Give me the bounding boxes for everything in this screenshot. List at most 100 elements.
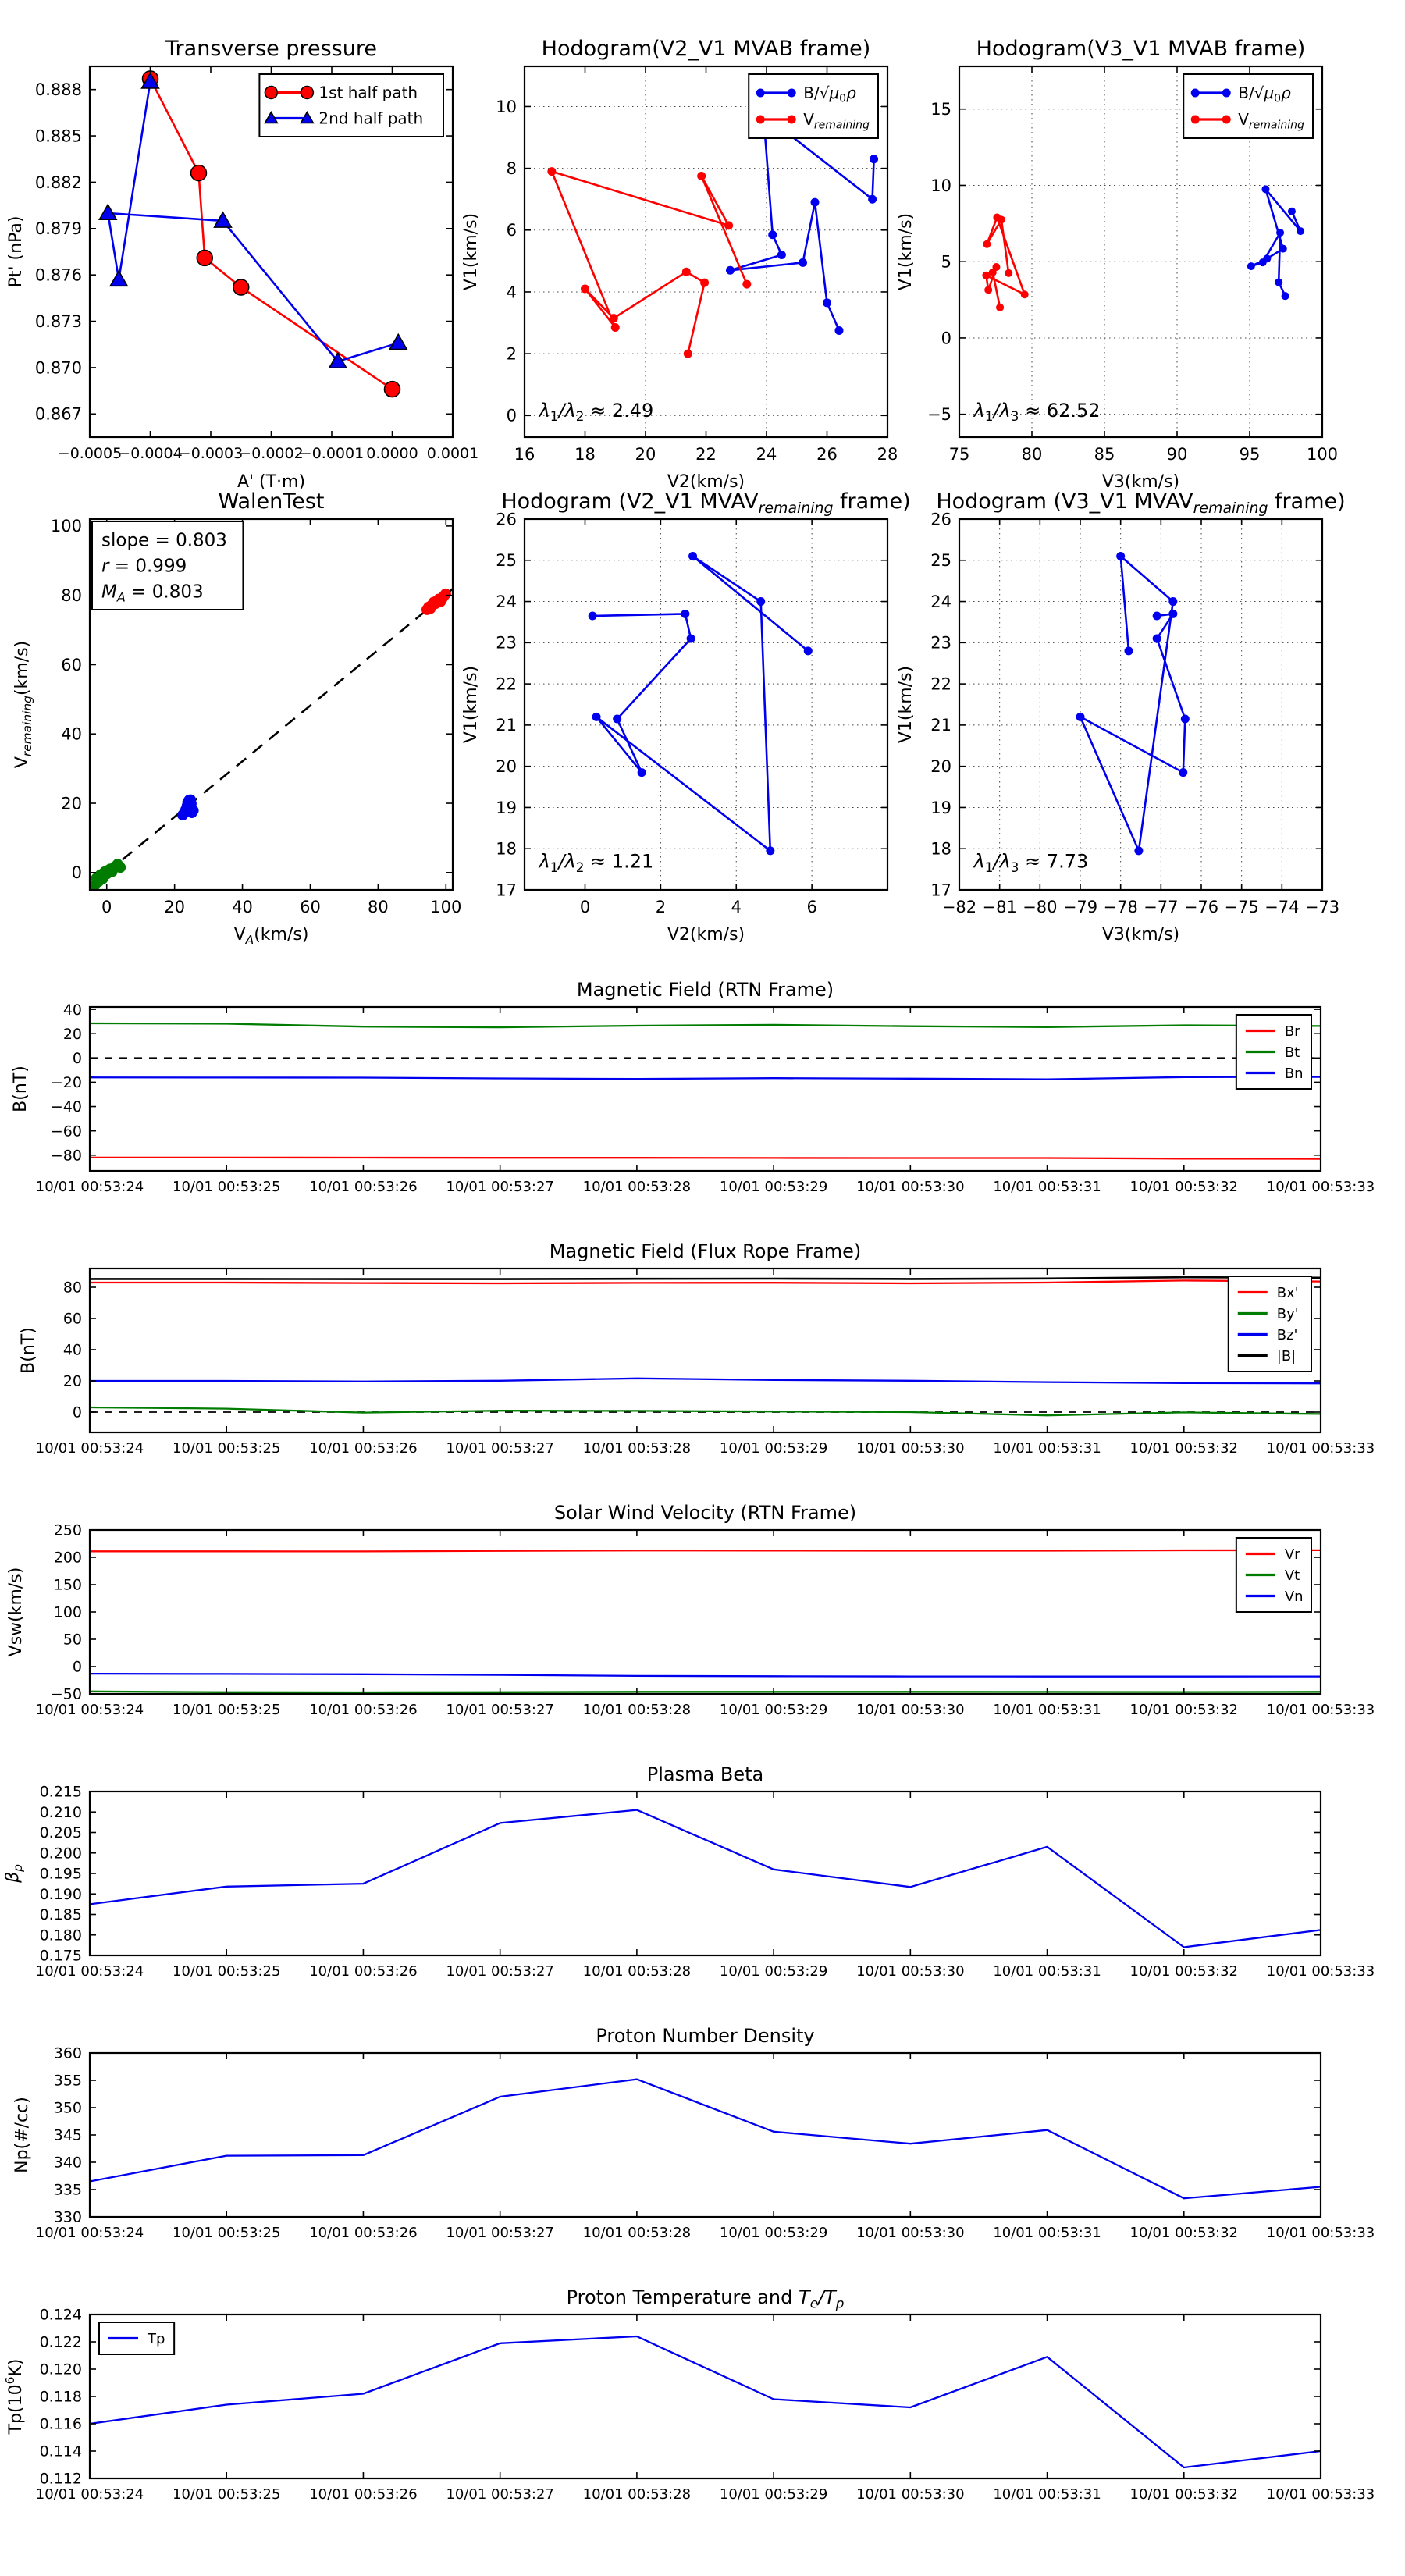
- x-tick-label: 10/01 00:53:24: [36, 2225, 144, 2241]
- y-tick-label: 40: [63, 1002, 82, 1019]
- x-tick-label: 95: [1240, 445, 1261, 464]
- transverse-pressure-xlabel: A' (T·m): [237, 472, 305, 492]
- magnetic-field-rtn-series-Br: [90, 1156, 1321, 1160]
- y-tick-label: 21: [930, 716, 951, 735]
- y-tick-label: 21: [496, 716, 517, 735]
- y-tick-label: 0.120: [40, 2361, 82, 2379]
- series-line: [550, 170, 748, 354]
- hodogram-v2v1-mvab: 16 18 20 22 24 26 280246810V2(km/s)V1(km/s)Hod…: [461, 37, 898, 492]
- marker-circle: [686, 634, 695, 643]
- walen-test-ylabel: Vremaining(km/s): [12, 641, 34, 768]
- y-tick-label: 80: [61, 586, 82, 605]
- hodogram-v3v1-mvav-title: Hodogram (V3_V1 MVAVremaining frame): [936, 489, 1345, 517]
- hodogram-v3v1-mvav-xlabel: V3(km/s): [1102, 925, 1179, 945]
- x-tick-label: 10/01 00:53:24: [36, 1440, 144, 1457]
- y-tick-label: 8: [507, 159, 517, 178]
- stats-box: [91, 521, 244, 610]
- y-tick-label: 19: [930, 799, 951, 817]
- magnetic-field-rtn-series-Bn: [89, 1076, 1321, 1080]
- x-tick-label: 10/01 00:53:31: [993, 1179, 1101, 1195]
- hodogram-v2v1-mvav: 0 2 4 617181920212223242526V2(km/s)V1(km/s)…: [461, 489, 911, 945]
- transverse-pressure-series-2nd half path: [98, 72, 408, 369]
- legend-frame: [1227, 1276, 1313, 1372]
- x-tick-label: 80: [368, 898, 389, 916]
- x-tick-label: 10/01 00:53:29: [720, 1179, 827, 1195]
- x-tick-label: 10/01 00:53:28: [583, 1440, 691, 1457]
- axes-frame: [88, 2313, 1322, 2480]
- x-tick-label: 10/01 00:53:32: [1130, 2486, 1238, 2503]
- x-tick-label: 26: [816, 445, 838, 464]
- proton-number-density-title: Proton Number Density: [596, 2025, 814, 2047]
- proton-temperature-series-Tp: [89, 2335, 1321, 2469]
- marker-triangle: [388, 333, 408, 350]
- marker-circle: [766, 846, 775, 856]
- y-tick-label: 6: [507, 221, 517, 240]
- y-tick-label: 0: [507, 407, 517, 425]
- y-tick-label: 80: [63, 1279, 82, 1297]
- x-tick-label: −0.0001: [300, 445, 364, 462]
- y-tick-label: 24: [930, 592, 951, 611]
- marker-circle: [870, 155, 879, 164]
- marker-circle: [1116, 552, 1126, 560]
- magnetic-field-rtn: 10/01 00:53:24 10/01 00:53:25 10/01 00:53:…: [11, 979, 1375, 1195]
- magnetic-field-rtn-series-Bt: [89, 1022, 1321, 1029]
- y-tick-label: 20: [63, 1026, 82, 1043]
- marker-circle: [1168, 609, 1178, 618]
- y-tick-label: 18: [930, 840, 951, 859]
- series-line: [89, 1022, 1321, 1029]
- hodogram-v2v1-mvav-annotation: λ1/λ2 ≈ 1.21: [538, 851, 654, 875]
- hodogram-v2v1-mvav-ylabel: V1(km/s): [461, 666, 481, 743]
- marker-triangle: [300, 110, 315, 124]
- x-tick-label: −80: [1023, 898, 1057, 916]
- x-tick-label: 10/01 00:53:33: [1267, 1702, 1375, 1718]
- series-line: [90, 1276, 1321, 1280]
- x-tick-label: 10/01 00:53:27: [446, 1702, 553, 1718]
- marker-circle: [1281, 292, 1289, 301]
- marker-circle: [996, 303, 1005, 311]
- series-line: [89, 1406, 1321, 1417]
- y-tick-label: 0.885: [35, 126, 82, 145]
- axes-frame: [88, 1267, 1322, 1434]
- y-tick-label: 0.185: [40, 1906, 82, 1923]
- series-line: [1079, 555, 1186, 852]
- solar-wind-velocity-series-Vr: [90, 1549, 1321, 1553]
- hodogram-v3v1-mvab-annotation: λ1/λ3 ≈ 62.52: [973, 400, 1101, 424]
- marker-circle: [115, 862, 126, 873]
- hodogram-v3v1-mvab-ylabel: V1(km/s): [896, 213, 916, 290]
- marker-circle: [233, 279, 250, 296]
- legend-label: 2nd half path: [318, 109, 423, 128]
- y-tick-label: 0.112: [40, 2471, 82, 2488]
- marker-circle: [1005, 269, 1013, 277]
- series-line: [89, 1076, 1321, 1080]
- x-tick-label: −76: [1184, 898, 1218, 916]
- marker-circle: [1020, 290, 1029, 299]
- marker-circle: [697, 172, 706, 181]
- y-tick-label: 0: [72, 863, 82, 882]
- marker-circle: [1190, 88, 1200, 98]
- y-tick-label: 4: [507, 283, 517, 301]
- x-tick-label: 10/01 00:53:29: [720, 1440, 827, 1457]
- y-tick-label: 22: [496, 674, 517, 693]
- x-tick-label: 10/01 00:53:29: [720, 1963, 827, 1980]
- x-tick-label: 20: [164, 898, 185, 916]
- x-tick-label: 75: [949, 445, 970, 464]
- y-tick-label: 330: [54, 2209, 82, 2226]
- transverse-pressure-title: Transverse pressure: [165, 37, 377, 61]
- y-tick-label: 15: [930, 100, 951, 119]
- y-tick-label: 0.870: [35, 358, 82, 377]
- legend-label: Bt: [1285, 1044, 1300, 1061]
- walen-test-xlabel: VA(km/s): [234, 925, 309, 947]
- x-tick-label: 10/01 00:53:28: [583, 2486, 691, 2503]
- legend-label: Vremaining: [1238, 110, 1304, 131]
- marker-circle: [768, 230, 777, 240]
- x-tick-label: 10/01 00:53:27: [446, 1963, 553, 1980]
- plasma-beta-series-beta_p: [89, 1809, 1321, 1948]
- magnetic-field-flux-rope-series-|B|: [90, 1276, 1321, 1280]
- magnetic-field-flux-rope-series-By': [89, 1406, 1321, 1417]
- y-tick-label: 19: [496, 799, 517, 817]
- x-tick-label: −77: [1144, 898, 1178, 916]
- proton-temperature-legend: Tp: [98, 2322, 176, 2355]
- x-tick-label: 10/01 00:53:30: [856, 1963, 964, 1980]
- x-tick-label: 10/01 00:53:30: [856, 2225, 964, 2241]
- x-tick-label: −79: [1063, 898, 1097, 916]
